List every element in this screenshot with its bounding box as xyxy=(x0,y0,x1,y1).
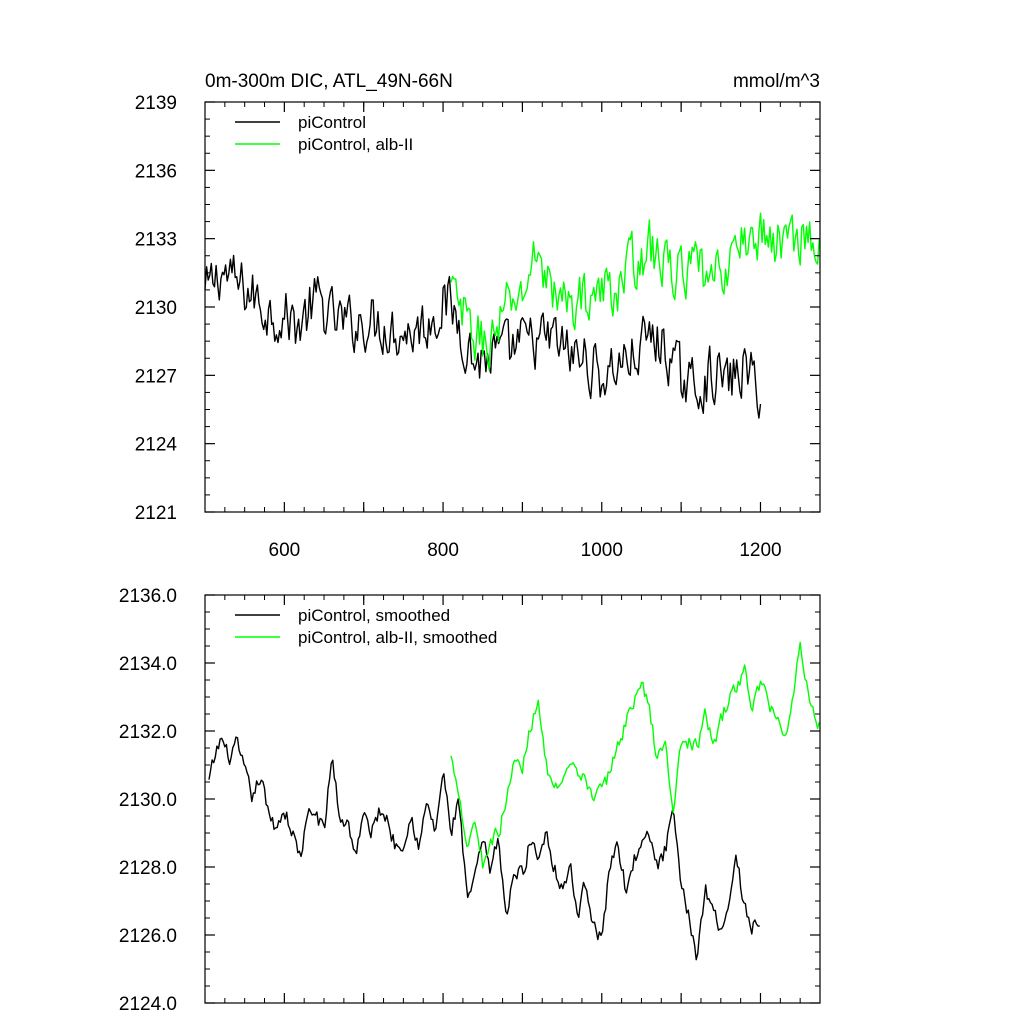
y-tick-label: 2121 xyxy=(135,503,177,524)
y-tick-label: 2128.0 xyxy=(119,858,177,879)
y-tick-label: 2133 xyxy=(135,230,177,251)
y-tick-label: 2139 xyxy=(135,93,177,114)
y-tick-label: 2136.0 xyxy=(119,586,177,607)
top-panel: 0m-300m DIC, ATL_49N-66N mmol/m^3 212121… xyxy=(135,71,821,561)
y-tick-label: 2132.0 xyxy=(119,722,177,743)
legend-label: piControl, smoothed xyxy=(298,606,450,625)
plot-frame xyxy=(204,101,821,513)
top-series-layer xyxy=(204,212,820,419)
bottom-series-layer xyxy=(208,641,820,961)
y-tick-label: 2126.0 xyxy=(119,926,177,947)
bottom-panel: 2124.0 2126.0 2128.0 2130.0 2132.0 2134.0 2136… xyxy=(119,586,821,1015)
x-tick-label: 1200 xyxy=(739,540,781,561)
legend-label: piControl, alb-II xyxy=(298,135,413,154)
y-tick-label: 2136 xyxy=(135,161,177,182)
y-tick-label: 2130 xyxy=(135,298,177,319)
plot-frame xyxy=(204,594,821,1004)
series-line-picontrol-alb-ii-smoothed xyxy=(450,641,820,869)
units-label: mmol/m^3 xyxy=(733,71,820,92)
top-legend: piControl piControl, alb-II xyxy=(235,113,413,154)
series-line-picontrol-smoothed xyxy=(208,736,760,961)
bottom-axes: 2124.0 2126.0 2128.0 2130.0 2132.0 2134.0 2136… xyxy=(119,586,821,1015)
x-tick-label: 1000 xyxy=(581,540,623,561)
series-line-picontrol xyxy=(204,254,762,419)
y-tick-label: 2127 xyxy=(135,366,177,387)
y-tick-label: 2124.0 xyxy=(119,994,177,1015)
bottom-legend: piControl, smoothed piControl, alb-II, sm… xyxy=(235,606,497,647)
legend-label: piControl, alb-II, smoothed xyxy=(298,628,497,647)
y-tick-label: 2130.0 xyxy=(119,790,177,811)
y-tick-label: 2134.0 xyxy=(119,654,177,675)
x-tick-label: 600 xyxy=(269,540,301,561)
legend-label: piControl xyxy=(298,113,366,132)
x-tick-label: 800 xyxy=(427,540,459,561)
series-line-picontrol-alb-ii xyxy=(450,212,820,371)
chart-title: 0m-300m DIC, ATL_49N-66N xyxy=(205,71,453,92)
top-axes: 2121 2124 2127 2130 2133 2136 2139 600 800 1000 12… xyxy=(135,93,821,561)
y-tick-label: 2124 xyxy=(135,435,178,456)
